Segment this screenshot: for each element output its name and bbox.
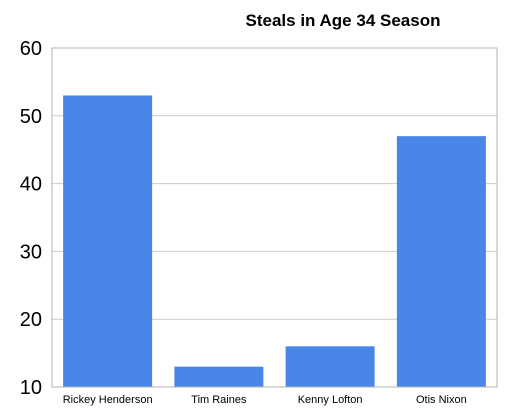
y-tick-label: 20 xyxy=(20,309,42,331)
x-tick-label: Tim Raines xyxy=(191,394,247,406)
x-axis-ticks: Rickey Henderson Tim Raines Kenny Lofton Ot… xyxy=(63,394,467,406)
plot-area-frame xyxy=(51,47,498,388)
bar xyxy=(285,346,375,387)
x-tick-label: Otis Nixon xyxy=(416,394,467,406)
y-axis-ticks: 10 20 30 40 50 60 xyxy=(20,38,42,399)
y-tick-label: 50 xyxy=(20,106,42,128)
bar xyxy=(396,136,486,387)
x-tick-label: Kenny Lofton xyxy=(298,394,363,406)
chart-title: Steals in Age 34 Season xyxy=(246,11,441,30)
y-tick-label: 60 xyxy=(20,38,42,60)
x-tick-label: Rickey Henderson xyxy=(63,394,153,406)
bars xyxy=(63,95,486,388)
y-tick-label: 30 xyxy=(20,241,42,263)
y-tick-label: 40 xyxy=(20,174,42,196)
y-tick-label: 10 xyxy=(20,377,42,399)
bar xyxy=(174,366,264,387)
bar xyxy=(63,95,153,388)
